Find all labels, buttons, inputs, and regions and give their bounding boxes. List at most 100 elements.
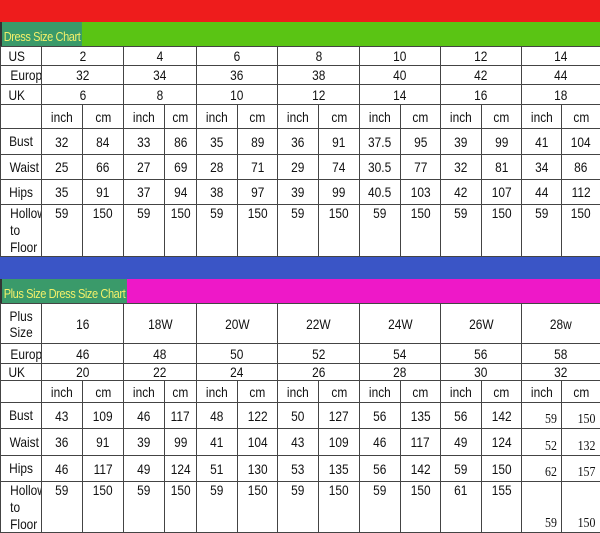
measure-value-text: 59 <box>137 205 150 221</box>
row-label: Hips <box>1 456 42 482</box>
measure-value-text: 74 <box>332 159 345 175</box>
measure-value-text: 81 <box>495 159 508 175</box>
measure-value: 46 <box>42 456 83 482</box>
size-value: 10 <box>360 47 441 66</box>
measure-value-text: 39 <box>291 184 304 200</box>
measure-value: 130 <box>238 456 278 482</box>
measure-value-text: 142 <box>492 408 512 424</box>
measure-value: 59 <box>278 205 319 257</box>
measure-value: 49 <box>441 429 482 456</box>
measure-value-text: 103 <box>411 184 431 200</box>
size-value-text: 32 <box>554 364 567 380</box>
measure-value-text: 150 <box>571 205 591 221</box>
size-value-text: 18 <box>554 87 567 103</box>
unit-inch: inch <box>197 105 238 129</box>
size-value-text: 36 <box>230 67 243 83</box>
unit-cm: cm <box>165 381 197 403</box>
size-value: 34 <box>124 66 197 85</box>
measure-value-text: 56 <box>373 461 386 477</box>
measure-value: 124 <box>482 429 522 456</box>
measure-value-text: 50 <box>291 408 304 424</box>
measure-value: 52 <box>522 429 562 456</box>
measure-value-text: 25 <box>55 159 68 175</box>
size-value-text: 52 <box>312 346 325 362</box>
measure-value: 37.5 <box>360 129 401 155</box>
size-value: 6 <box>42 85 124 105</box>
measure-value-text: 59 <box>454 461 467 477</box>
unit-inch-text: inch <box>450 384 472 400</box>
measure-value-text: 39 <box>137 434 150 450</box>
unit-cm-text: cm <box>173 109 189 125</box>
unit-inch-text: inch <box>287 109 309 125</box>
size-value-text: 42 <box>474 67 487 83</box>
measure-value-text: 56 <box>373 408 386 424</box>
measure-value-text: 59 <box>373 482 386 498</box>
row-label: Waist <box>1 429 42 456</box>
measure-value-text: 77 <box>414 159 427 175</box>
measure-value-text: 53 <box>291 461 304 477</box>
measure-value-text: 157 <box>578 465 596 481</box>
size-value-text: 58 <box>554 346 567 362</box>
measure-value-text: 89 <box>251 134 264 150</box>
size-value-text: 20 <box>76 364 89 380</box>
measure-value: 43 <box>42 403 83 429</box>
size-value-text: 30 <box>474 364 487 380</box>
measure-value: 66 <box>83 155 124 180</box>
row-label: Hollow to Floor <box>1 482 42 533</box>
measure-value-text: 150 <box>492 461 512 477</box>
size-value-text: 32 <box>76 67 89 83</box>
measure-value: 44 <box>522 180 562 205</box>
measure-value: 112 <box>562 180 600 205</box>
unit-inch: inch <box>42 381 83 403</box>
measure-value: 157 <box>562 456 600 482</box>
measure-value: 89 <box>238 129 278 155</box>
size-value: 58 <box>522 344 600 364</box>
size-value-text: 44 <box>554 67 567 83</box>
row-label-text: UK <box>8 364 25 380</box>
measure-value: 99 <box>165 429 197 456</box>
unit-cm: cm <box>83 105 124 129</box>
measure-value: 35 <box>42 180 83 205</box>
measure-value-text: 51 <box>210 461 223 477</box>
measure-value: 77 <box>401 155 441 180</box>
measure-value: 59 <box>522 403 562 429</box>
measure-value-text: 117 <box>171 408 190 424</box>
unit-cm-text: cm <box>95 109 111 125</box>
measure-value-text: 41 <box>210 434 223 450</box>
measure-value-text: 150 <box>329 482 349 498</box>
unit-inch-text: inch <box>287 384 309 400</box>
unit-inch-text: inch <box>450 109 472 125</box>
measure-value-text: 150 <box>171 205 191 221</box>
measure-value-text: 49 <box>454 434 467 450</box>
unit-inch: inch <box>124 381 165 403</box>
unit-cm: cm <box>319 105 360 129</box>
plus-size-chart-title-bar: Plus Size Dress Size Chart <box>0 279 600 303</box>
measure-value: 117 <box>83 456 124 482</box>
size-value-text: 40 <box>393 67 406 83</box>
measure-value-text: 59 <box>55 205 68 221</box>
size-value: 18 <box>522 85 600 105</box>
measure-value-text: 107 <box>492 184 512 200</box>
measure-value-text: 36 <box>291 134 304 150</box>
size-value: 12 <box>278 85 360 105</box>
measure-value: 36 <box>278 129 319 155</box>
row-label: Plus Size <box>1 304 42 344</box>
unit-cm-text: cm <box>250 384 266 400</box>
measure-value: 71 <box>238 155 278 180</box>
measure-value: 103 <box>401 180 441 205</box>
measure-value-text: 59 <box>137 482 150 498</box>
measure-value-text: 46 <box>137 408 150 424</box>
measure-value-text: 91 <box>96 434 109 450</box>
size-value: 48 <box>124 344 197 364</box>
measure-value-text: 59 <box>55 482 68 498</box>
measure-value-text: 150 <box>248 482 268 498</box>
unit-cm-text: cm <box>331 109 347 125</box>
dress-size-chart-title-bar: Dress Size Chart <box>0 22 600 46</box>
measure-value: 56 <box>360 403 401 429</box>
measure-value: 94 <box>165 180 197 205</box>
